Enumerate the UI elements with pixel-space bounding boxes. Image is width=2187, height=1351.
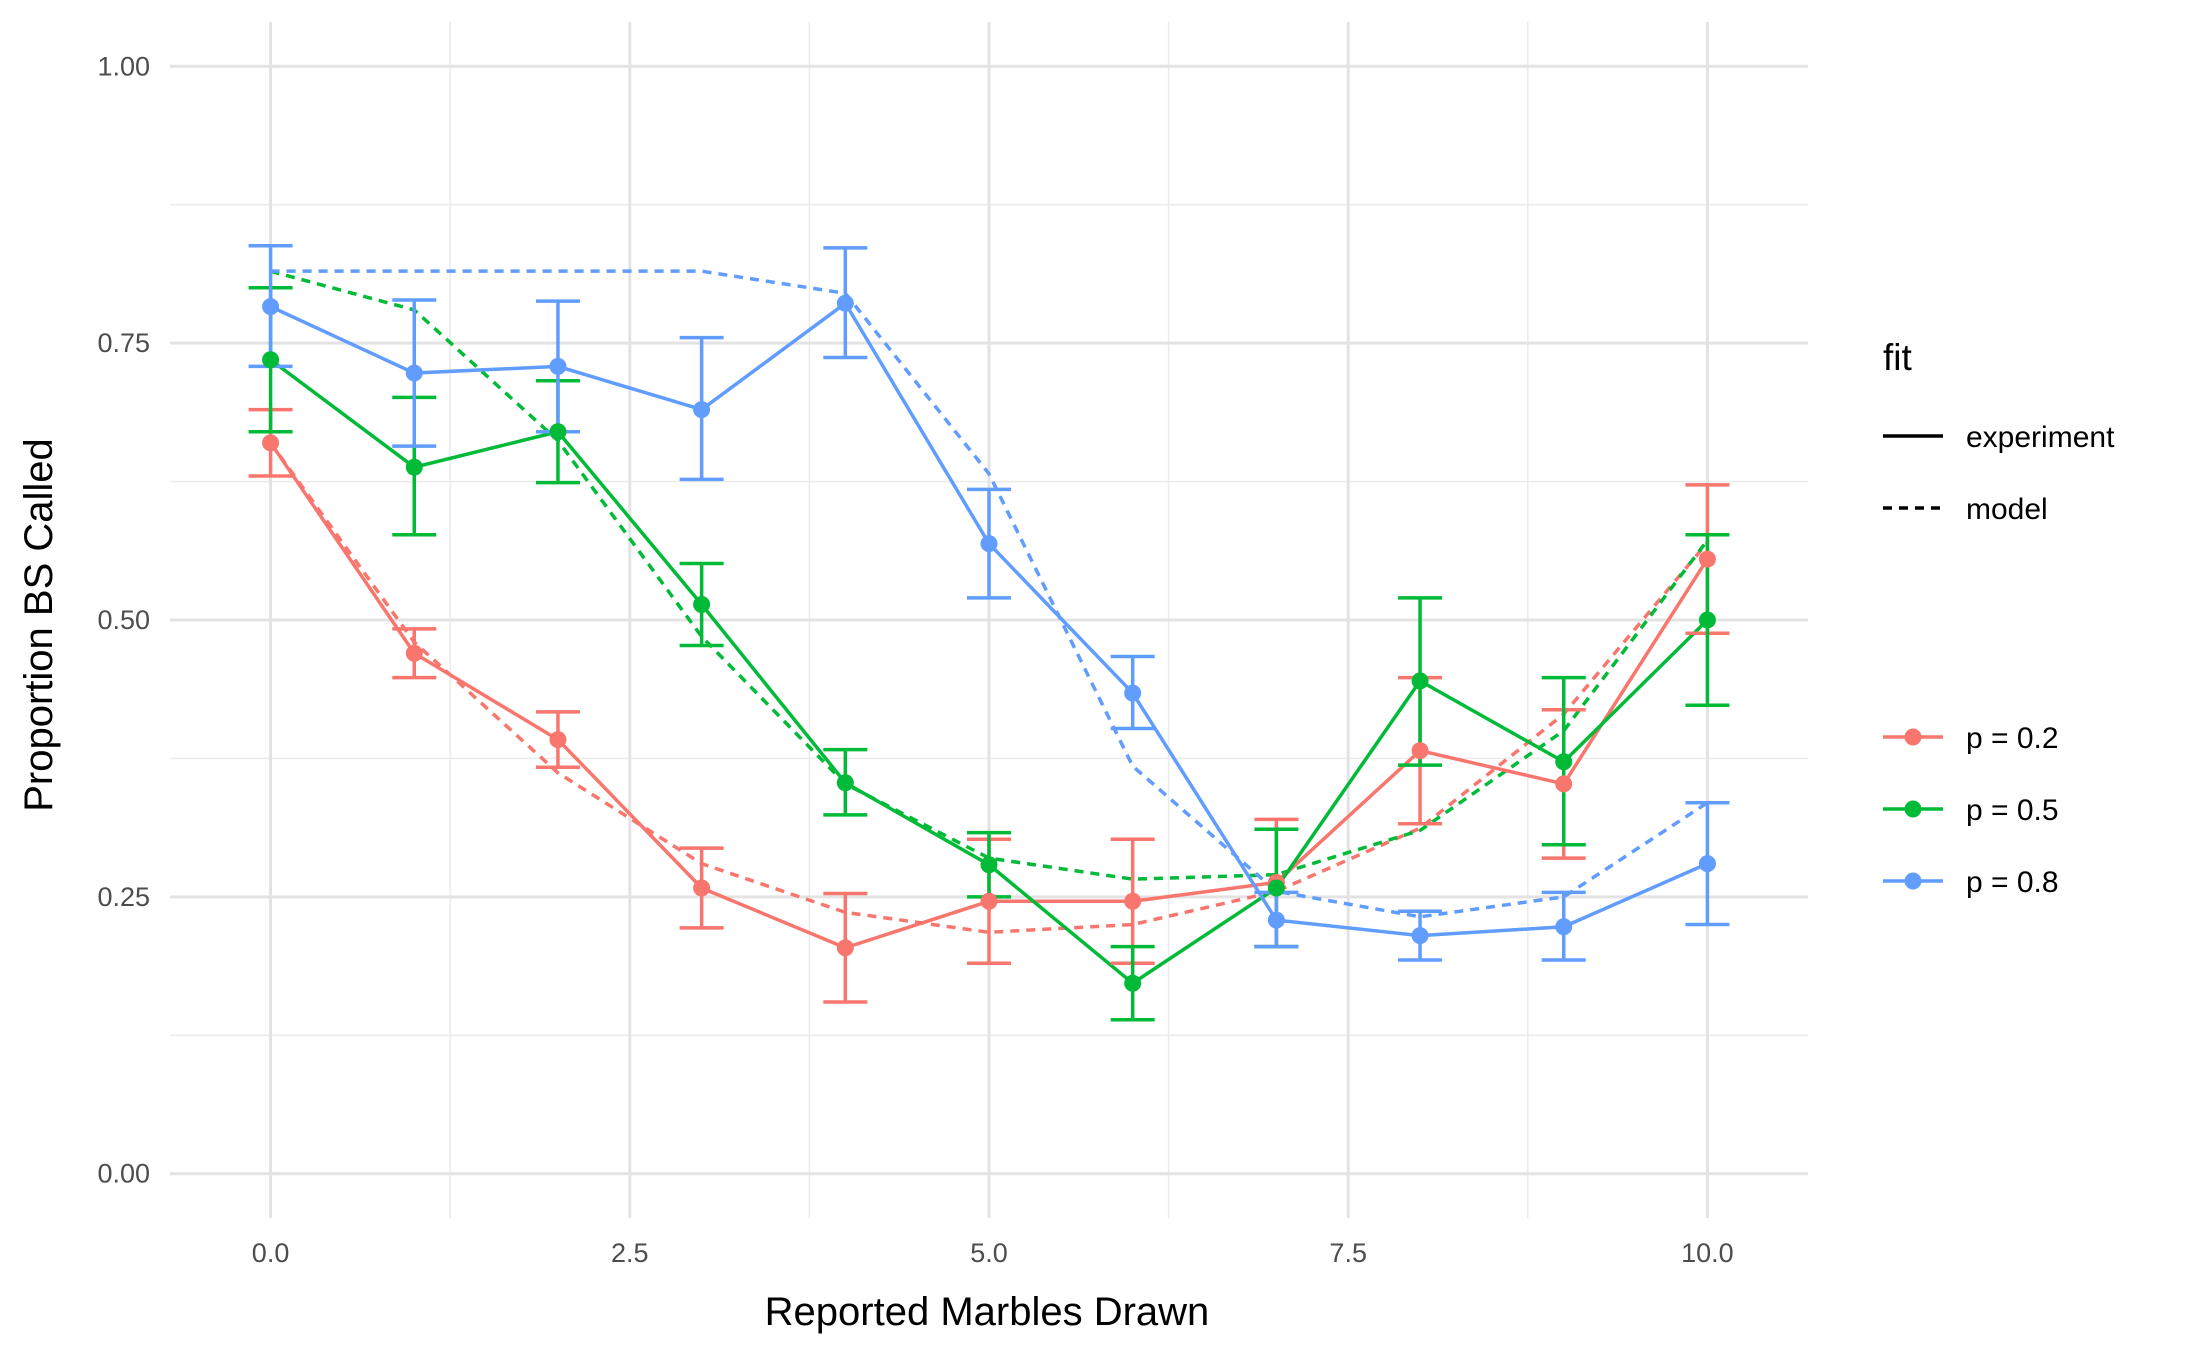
- model-line-p-0-8: [270, 269, 1709, 919]
- linetype-legend: experiment model: [1883, 421, 2115, 526]
- data-point-p-0-2: [405, 644, 423, 662]
- x-tick-label: 5.0: [970, 1238, 1008, 1268]
- data-point-p-0-8: [836, 294, 854, 312]
- x-tick-label: 10.0: [1681, 1238, 1734, 1268]
- data-point-p-0-8: [262, 298, 280, 316]
- x-axis-ticks: 0.0 2.5 5.0 7.5 10.0: [252, 1238, 1734, 1268]
- y-tick-label: 1.00: [97, 51, 150, 81]
- data-point-p-0-5: [980, 856, 998, 874]
- data-point-p-0-2: [262, 434, 280, 452]
- legend-label-p-0-2: p = 0.2: [1966, 722, 2059, 755]
- data-point-p-0-8: [980, 535, 998, 553]
- legend-label-p-0-8: p = 0.8: [1966, 866, 2059, 899]
- color-legend: p = 0.2 p = 0.5 p = 0.8: [1883, 722, 2059, 899]
- data-point-p-0-2: [1698, 550, 1716, 568]
- legend-key-point-p-0-2: [1904, 728, 1922, 746]
- data-point-p-0-8: [1124, 684, 1142, 702]
- data-point-p-0-8: [405, 364, 423, 382]
- data-point-p-0-5: [1555, 753, 1573, 771]
- data-point-p-0-2: [1411, 742, 1429, 760]
- data-point-p-0-2: [1124, 892, 1142, 910]
- legend-title: fit: [1883, 337, 1913, 378]
- grid-major: [170, 22, 1808, 1218]
- data-point-p-0-8: [549, 357, 567, 375]
- x-axis-title: Reported Marbles Drawn: [765, 1290, 1210, 1334]
- data-point-p-0-5: [405, 458, 423, 476]
- legend-label-p-0-5: p = 0.5: [1966, 794, 2059, 827]
- legend-key-point-p-0-5: [1904, 800, 1922, 818]
- data-points: [262, 294, 1716, 992]
- model-line-p-0-5: [270, 269, 1709, 881]
- data-point-p-0-5: [549, 423, 567, 441]
- y-tick-label: 0.25: [97, 882, 150, 912]
- data-point-p-0-2: [549, 731, 567, 749]
- data-point-p-0-5: [693, 595, 711, 613]
- y-tick-label: 0.00: [97, 1159, 150, 1189]
- data-point-p-0-2: [693, 879, 711, 897]
- x-tick-label: 0.0: [252, 1238, 290, 1268]
- data-point-p-0-8: [1267, 911, 1285, 929]
- data-point-p-0-2: [836, 939, 854, 957]
- data-point-p-0-5: [1267, 879, 1285, 897]
- model-line-p-0-2: [269, 441, 1709, 935]
- data-point-p-0-2: [980, 892, 998, 910]
- x-tick-label: 7.5: [1329, 1238, 1367, 1268]
- x-tick-label: 2.5: [611, 1238, 649, 1268]
- data-point-p-0-5: [1124, 974, 1142, 992]
- data-point-p-0-8: [693, 401, 711, 419]
- data-point-p-0-2: [1555, 775, 1573, 793]
- data-point-p-0-5: [262, 351, 280, 369]
- model-lines: [269, 269, 1709, 935]
- legend-label-experiment: experiment: [1966, 421, 2115, 454]
- data-point-p-0-8: [1555, 918, 1573, 936]
- data-point-p-0-8: [1698, 855, 1716, 873]
- data-point-p-0-5: [836, 774, 854, 792]
- legend-label-model: model: [1966, 493, 2048, 526]
- legend-key-point-p-0-8: [1904, 872, 1922, 890]
- y-axis-title: Proportion BS Called: [17, 438, 61, 812]
- y-tick-label: 0.75: [97, 328, 150, 358]
- y-tick-label: 0.50: [97, 605, 150, 635]
- data-point-p-0-5: [1698, 611, 1716, 629]
- y-axis-ticks: 0.00 0.25 0.50 0.75 1.00: [97, 51, 150, 1188]
- data-point-p-0-8: [1411, 927, 1429, 945]
- data-point-p-0-5: [1411, 672, 1429, 690]
